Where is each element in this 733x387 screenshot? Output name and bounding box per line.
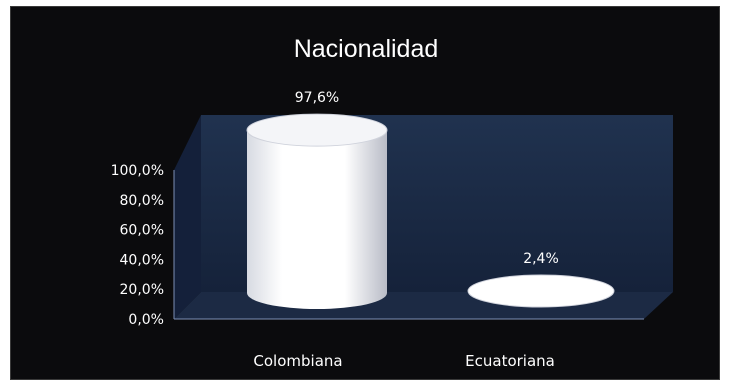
y-tick-labels: 100,0% 80,0% 60,0% 40,0% 20,0% 0,0%	[111, 163, 164, 328]
data-label: 97,6%	[295, 90, 339, 106]
chart-frame: Nacionalidad 100,0% 80,0% 60,0% 40,0% 20,0% 0…	[10, 6, 720, 380]
x-category-labels: Colombiana Ecuatoriana	[253, 352, 554, 370]
y-tick-label: 0,0%	[128, 312, 164, 328]
y-tick-label: 40,0%	[120, 252, 164, 268]
bar-cylinder-body	[247, 130, 387, 309]
y-tick-label: 100,0%	[111, 163, 164, 179]
chart-title: Nacionalidad	[294, 35, 439, 63]
bar-cylinder-top	[246, 113, 388, 147]
chart-svg: Nacionalidad 100,0% 80,0% 60,0% 40,0% 20,0% 0…	[111, 35, 673, 370]
chart-side-wall	[174, 115, 201, 319]
bar-cylinder-disc	[467, 274, 615, 308]
x-category-label: Ecuatoriana	[465, 352, 555, 370]
y-tick-label: 80,0%	[120, 193, 164, 209]
x-category-label: Colombiana	[253, 352, 342, 370]
data-label: 2,4%	[523, 251, 559, 267]
chart-bars	[246, 113, 615, 309]
y-tick-label: 20,0%	[120, 282, 164, 298]
chart-data-labels: 97,6% 2,4%	[295, 90, 559, 267]
y-tick-label: 60,0%	[120, 223, 164, 239]
